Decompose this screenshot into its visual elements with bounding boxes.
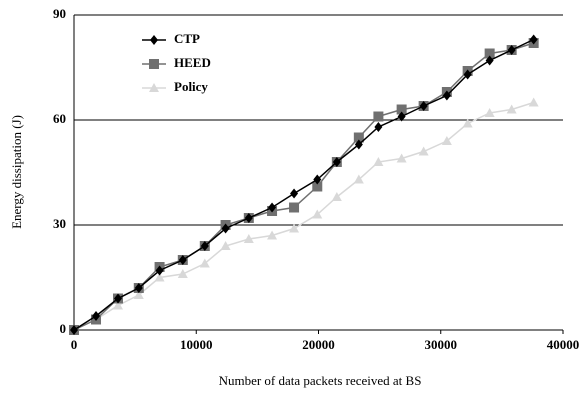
marker (290, 188, 299, 199)
marker (289, 223, 300, 233)
marker (373, 111, 384, 122)
legend-label: Policy (174, 79, 208, 94)
marker (484, 108, 495, 117)
marker (506, 104, 517, 114)
marker (243, 234, 254, 243)
marker (133, 290, 144, 299)
marker (244, 213, 253, 223)
marker (529, 34, 538, 45)
marker (441, 136, 452, 145)
marker (113, 300, 124, 310)
y-tick-label: 30 (53, 216, 66, 231)
marker (177, 269, 188, 278)
marker (354, 139, 363, 150)
legend-marker (149, 83, 159, 92)
marker (528, 97, 539, 107)
marker (507, 45, 516, 55)
marker (289, 202, 300, 213)
marker (442, 90, 451, 101)
y-tick-label: 0 (60, 321, 67, 336)
legend-label: CTP (174, 31, 200, 46)
marker (134, 283, 143, 293)
x-axis-label: Number of data packets received at BS (219, 373, 422, 388)
y-axis-label: Energy dissipation (J) (9, 115, 24, 229)
marker (313, 174, 322, 185)
marker (154, 272, 165, 282)
marker (220, 241, 231, 250)
marker (114, 293, 123, 304)
marker (268, 202, 277, 213)
series-line (73, 38, 534, 331)
marker (462, 118, 473, 128)
marker (221, 223, 230, 234)
marker (312, 209, 323, 219)
marker (419, 101, 428, 111)
marker (463, 69, 472, 80)
x-tick-label: 10000 (180, 337, 213, 352)
marker (397, 111, 406, 122)
marker (353, 132, 364, 143)
legend-marker (149, 59, 159, 69)
x-tick-label: 40000 (547, 337, 580, 352)
marker (353, 174, 364, 184)
series-line (73, 101, 534, 331)
marker (312, 181, 323, 192)
marker (396, 104, 407, 115)
x-tick-label: 0 (71, 337, 78, 352)
marker (485, 55, 494, 66)
marker (155, 265, 164, 276)
marker (418, 146, 429, 156)
marker (92, 311, 101, 321)
marker (199, 258, 210, 268)
legend-label: HEED (174, 55, 211, 70)
marker (331, 192, 342, 201)
legend-marker (150, 35, 158, 45)
marker (396, 153, 407, 163)
series-line (73, 42, 534, 331)
x-tick-label: 30000 (425, 337, 458, 352)
y-tick-label: 60 (53, 111, 66, 126)
marker (332, 157, 341, 167)
x-tick-label: 20000 (302, 337, 335, 352)
marker (200, 241, 209, 251)
marker (70, 325, 78, 335)
marker (374, 122, 383, 132)
marker (178, 255, 187, 265)
marker (267, 230, 278, 240)
marker (373, 157, 384, 166)
marker (484, 48, 495, 59)
y-tick-label: 90 (53, 6, 66, 21)
